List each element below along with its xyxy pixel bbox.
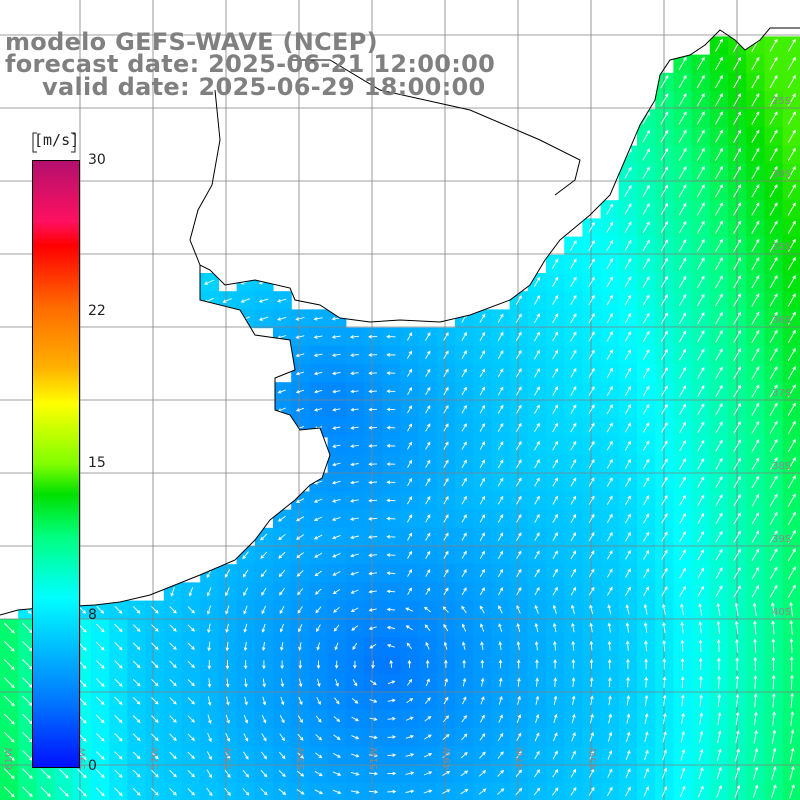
lon-label: 47W: [515, 747, 526, 770]
lat-label: 30S: [772, 169, 791, 180]
lon-label: 61W: [4, 747, 15, 770]
wind-vectors: [3, 38, 796, 799]
colorbar-tick: 22: [88, 303, 106, 319]
colorbar-tick: 15: [88, 455, 106, 471]
lon-label: 49W: [442, 747, 453, 770]
grid-labels: 61W 59W 57W 55W 53W 51W 49W 47W 45W 25S 30S 35S 36S 3…: [4, 96, 791, 770]
colorbar-tick: 8: [88, 607, 97, 623]
lat-label: 25S: [772, 96, 791, 107]
colorbar-tick: 0: [88, 758, 97, 774]
title-valid-date: valid date: 2025-06-29 18:00:00: [42, 73, 486, 101]
lon-label: 51W: [369, 747, 380, 770]
colorbar-unit: [m/s]: [34, 131, 80, 149]
land-mask: [0, 0, 800, 615]
lon-label: 45W: [588, 747, 599, 770]
lat-label: 36S: [772, 315, 791, 326]
lon-label: 55W: [223, 747, 234, 770]
coastline: [0, 27, 800, 616]
lat-label: 37S: [772, 388, 791, 399]
lat-label: 35S: [772, 242, 791, 253]
lon-label: 53W: [296, 747, 307, 770]
lat-label: 38S: [772, 461, 791, 472]
lon-label: 57W: [150, 747, 161, 770]
lat-label: 39S: [772, 534, 791, 545]
colorbar: [32, 160, 80, 768]
title-model: modelo GEFS-WAVE (NCEP): [5, 28, 378, 56]
lon-label: 59W: [77, 747, 88, 770]
colorbar-tick: 30: [88, 152, 106, 168]
unit-bracket: [32, 132, 76, 153]
lat-label: 40S: [772, 607, 791, 618]
title-forecast-date: forecast date: 2025-06-21 12:00:00: [5, 50, 496, 78]
